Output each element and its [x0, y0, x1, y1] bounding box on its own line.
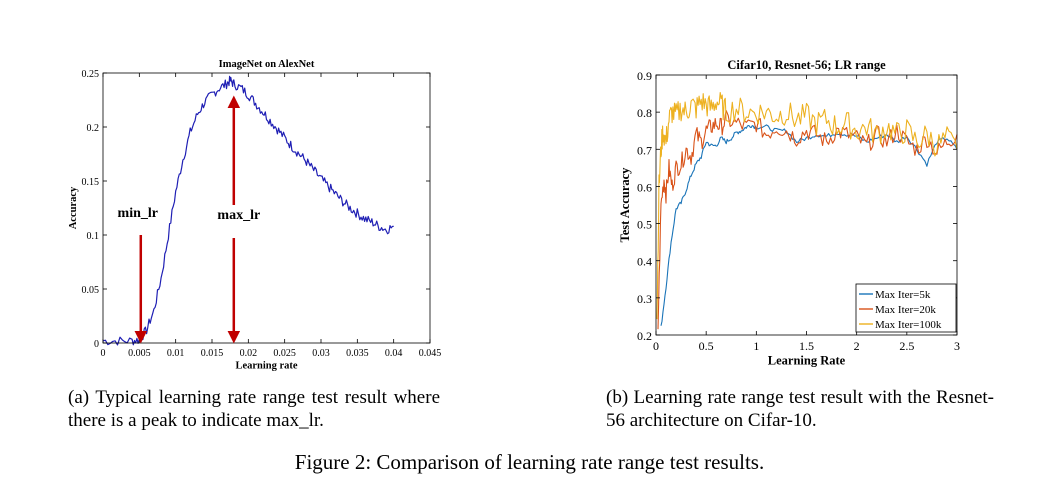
y-axis-label: Test Accuracy [618, 167, 632, 243]
series-line-max-iter-100k [656, 91, 958, 320]
y-tick-label: 0.05 [82, 285, 100, 296]
x-tick-label: 2 [854, 339, 860, 353]
y-tick-label: 0.7 [637, 143, 652, 157]
x-tick-label: 0 [101, 348, 106, 359]
x-tick-label: 0.025 [273, 348, 296, 359]
y-axis-label: Accuracy [68, 186, 79, 229]
y-tick-label: 0 [94, 339, 99, 350]
x-axis-label: Learning rate [235, 361, 297, 372]
legend-entry: Max Iter=5k [875, 289, 931, 301]
x-tick-label: 1 [753, 339, 759, 353]
x-tick-label: 0.015 [201, 348, 224, 359]
figure-caption: Figure 2: Comparison of learning rate ra… [294, 450, 765, 474]
y-tick-label: 0.4 [637, 255, 652, 269]
x-tick-label: 0.035 [346, 348, 369, 359]
y-tick-label: 0.25 [82, 69, 100, 80]
x-tick-label: 0.005 [128, 348, 151, 359]
y-tick-label: 0.2 [87, 123, 100, 134]
x-tick-label: 0.01 [167, 348, 185, 359]
x-axis-label: Learning Rate [768, 354, 846, 368]
legend-entry: Max Iter=100k [875, 319, 942, 331]
min-lr-label: min_lr [118, 206, 158, 221]
y-tick-label: 0.2 [637, 329, 652, 343]
plot-frame [102, 72, 431, 344]
caption-a: (a) Typical learning rate range test res… [68, 387, 440, 431]
y-tick-label: 0.5 [637, 218, 652, 232]
chart-a-imagenet-alexnet: 0 0.005 0.01 0.015 0.02 0.025 0.03 0.035 0.04 0.0… [68, 59, 442, 372]
x-tick-label: 1.5 [799, 339, 814, 353]
y-tick-label: 0.6 [637, 180, 652, 194]
x-tick-label: 0.02 [240, 348, 258, 359]
x-tick-label: 3 [954, 339, 960, 353]
chart-title: ImageNet on AlexNet [219, 59, 315, 70]
y-tick-label: 0.3 [637, 292, 652, 306]
x-tick-label: 0.04 [385, 348, 403, 359]
x-tick-label: 0 [653, 339, 659, 353]
x-tick-label: 0.045 [419, 348, 442, 359]
caption-b: (b) Learning rate range test result with… [606, 387, 994, 431]
x-tick-label: 0.5 [699, 339, 714, 353]
y-tick-label: 0.9 [637, 69, 652, 83]
series-line-0 [102, 75, 394, 346]
y-tick-label: 0.1 [87, 231, 100, 242]
legend-entry: Max Iter=20k [875, 304, 936, 316]
chart-title: Cifar10, Resnet-56; LR range [727, 58, 886, 72]
y-tick-label: 0.8 [637, 106, 652, 120]
y-tick-label: 0.15 [82, 177, 100, 188]
chart-b-cifar10-resnet56: 0 0.5 1 1.5 2 2.5 3 0.2 0.3 0.4 0.5 0.6 0.7 0.8 0.9 Cif… [618, 58, 960, 368]
x-tick-label: 0.03 [312, 348, 330, 359]
x-tick-label: 2.5 [899, 339, 914, 353]
max-lr-label: max_lr [217, 208, 260, 223]
